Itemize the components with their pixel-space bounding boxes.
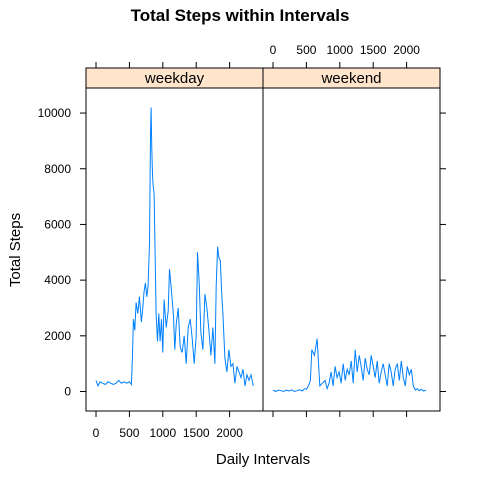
x-tick-label-bottom: 0 <box>93 426 100 440</box>
y-axis-label: Total Steps <box>7 213 24 287</box>
x-tick-label-top: 1500 <box>360 43 387 57</box>
y-tick-label: 0 <box>64 385 71 399</box>
x-axis-label: Daily Intervals <box>216 451 310 468</box>
y-tick-label: 10000 <box>38 106 72 120</box>
y-tick-label: 6000 <box>44 217 71 231</box>
panel-frame-weekend <box>262 87 441 412</box>
y-tick-label: 2000 <box>44 329 71 343</box>
x-tick-label-bottom: 1000 <box>149 426 176 440</box>
y-tick-label: 4000 <box>44 273 71 287</box>
x-tick-label-top: 2000 <box>393 43 420 57</box>
series-line-weekend <box>272 338 427 393</box>
x-tick-label-bottom: 1500 <box>183 426 210 440</box>
x-tick-label-bottom: 2000 <box>216 426 243 440</box>
x-tick-label-top: 0 <box>270 43 277 57</box>
series-line-weekday <box>95 107 254 388</box>
panels-group: weekday weekend 0 0 500 500 1000 1000 1500 1500 20… <box>38 43 446 440</box>
strip-label-weekday: weekday <box>144 70 205 87</box>
x-tick-label-bottom: 500 <box>119 426 139 440</box>
x-tick-label-top: 1000 <box>326 43 353 57</box>
panel-frame-weekday <box>85 87 264 412</box>
y-tick-label: 8000 <box>44 162 71 176</box>
chart-title: Total Steps within Intervals <box>131 6 350 25</box>
strip-label-weekend: weekend <box>320 70 381 87</box>
x-tick-label-top: 500 <box>296 43 316 57</box>
